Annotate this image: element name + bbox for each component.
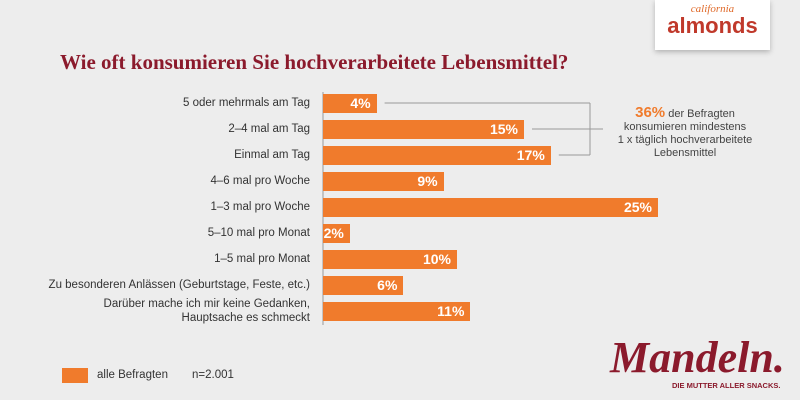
category-label: 1–3 mal pro Woche [210,201,310,213]
bar [323,275,404,295]
annotation-text: der Befragten konsumieren mindestens 1 x… [617,108,753,159]
category-label: 2–4 mal am Tag [228,123,310,135]
brand-logo: Mandeln. [610,333,785,382]
category-label: 1–5 mal pro Monat [214,253,310,265]
logo-text: almonds [667,13,758,38]
value-label: 17% [516,146,545,163]
brand-slogan: DIE MUTTER ALLER SNACKS. [672,381,781,390]
bar [323,223,350,243]
bar [323,301,471,321]
annotation: 36% der Befragten konsumieren mindestens… [600,104,770,160]
logo-text: california [690,3,735,15]
category-label: 4–6 mal pro Woche [210,175,310,187]
bar [323,145,551,165]
bar [323,249,457,269]
value-label: 15% [489,120,518,137]
value-label: 25% [623,198,652,215]
value-label: 9% [417,172,438,189]
category-label: Einmal am Tag [234,149,310,161]
bar [323,197,658,217]
bar [323,119,524,139]
value-label: 2% [323,224,344,241]
logo: california almonds [655,0,770,50]
bar [323,171,444,191]
category-label: 5–10 mal pro Monat [207,227,310,239]
value-label: 11% [437,302,465,319]
bar [323,93,377,113]
value-label: 6% [377,276,398,293]
category-label: Darüber mache ich mir keine Gedanken, Ha… [103,298,310,324]
annotation-highlight: 36% [635,104,666,121]
category-label: 5 oder mehrmals am Tag [183,97,310,109]
category-label: Zu besonderen Anlässen (Geburtstage, Fes… [48,279,310,291]
sample-note: n=2.001 [192,369,234,381]
chart-title: Wie oft konsumieren Sie hochverarbeitete… [60,50,569,74]
value-label: 10% [422,250,451,267]
value-label: 4% [350,94,371,111]
legend-swatch [62,368,88,383]
legend-label: alle Befragten [97,369,168,381]
